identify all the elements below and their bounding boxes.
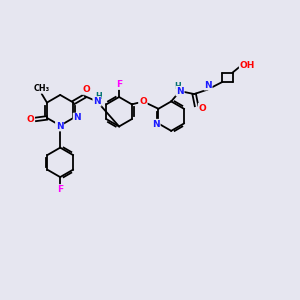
Text: O: O [139, 97, 147, 106]
Text: N: N [204, 81, 212, 90]
Text: N: N [74, 113, 81, 122]
Text: O: O [199, 104, 206, 113]
Text: N: N [152, 120, 160, 129]
Text: N: N [93, 97, 101, 106]
Text: H: H [174, 82, 181, 91]
Text: F: F [116, 80, 122, 89]
Text: F: F [57, 185, 63, 194]
Text: OH: OH [240, 61, 255, 70]
Text: H: H [95, 92, 102, 100]
Text: CH₃: CH₃ [34, 84, 50, 93]
Text: O: O [27, 115, 34, 124]
Text: N: N [56, 122, 63, 130]
Text: O: O [82, 85, 90, 94]
Text: N: N [176, 87, 184, 96]
